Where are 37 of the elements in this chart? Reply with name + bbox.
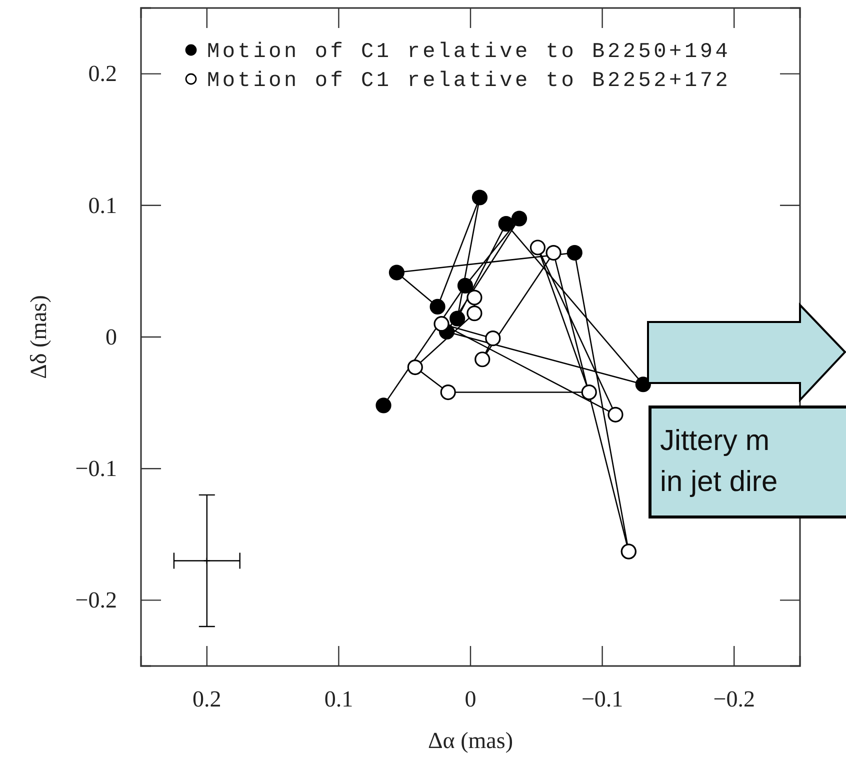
- point: [608, 406, 624, 422]
- point: [430, 298, 446, 315]
- x-tick-label: −0.2: [713, 686, 755, 712]
- point: [440, 384, 456, 400]
- point: [485, 330, 501, 346]
- point: [546, 244, 562, 261]
- point: [530, 240, 546, 256]
- y-tick-label: 0.2: [88, 61, 117, 86]
- y-tick-label: −0.1: [75, 456, 117, 481]
- y-tick-label: 0: [106, 324, 117, 350]
- point: [472, 190, 488, 206]
- point: [376, 398, 392, 414]
- x-tick-label: 0.1: [324, 686, 354, 712]
- point: [581, 384, 597, 400]
- point: [566, 244, 582, 261]
- point: [457, 278, 474, 294]
- point: [511, 210, 528, 226]
- point: [466, 306, 482, 322]
- annotation: Jittery m in jet dire: [660, 425, 778, 498]
- x-tick-label: 0.2: [192, 686, 222, 712]
- point: [434, 316, 450, 332]
- point: [450, 310, 466, 326]
- point: [407, 359, 423, 376]
- y-tick-label: −0.2: [75, 588, 117, 613]
- legend-label: Motion of C1 relative to B2250+194: [207, 41, 731, 64]
- point: [466, 290, 482, 306]
- point: [498, 216, 514, 232]
- x-tick-label: −0.1: [581, 686, 624, 712]
- x-tick-label: 0: [464, 686, 476, 712]
- legend-label: Motion of C1 relative to B2252+172: [207, 70, 731, 93]
- point: [635, 376, 651, 392]
- point: [388, 264, 404, 280]
- x-axis-title: Δα (mas): [428, 728, 513, 753]
- y-axis-title: Δδ (mas): [26, 295, 51, 379]
- point: [203, 557, 210, 564]
- y-tick-label: 0.1: [88, 192, 117, 218]
- point: [474, 352, 490, 368]
